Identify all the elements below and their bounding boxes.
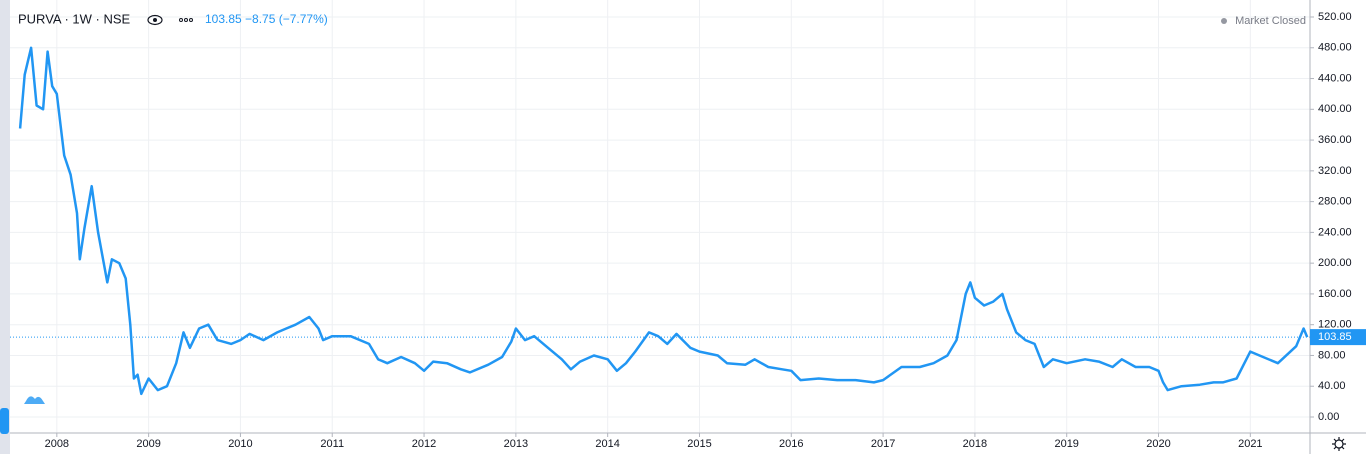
y-tick-label: 520.00 [1318,11,1352,23]
y-tick-label: 0.00 [1318,411,1339,423]
symbol[interactable]: PURVA · 1W · NSE [18,11,131,26]
y-tick-label: 400.00 [1318,103,1352,115]
x-tick-label: 2017 [871,438,895,450]
x-tick-label: 2010 [228,438,252,450]
x-tick-label: 2013 [504,438,528,450]
y-tick-label: 360.00 [1318,134,1352,146]
y-tick-label: 440.00 [1318,72,1352,84]
x-tick-label: 2020 [1146,438,1170,450]
last-price-label: 103.85 [1318,331,1352,343]
marks [10,46,1310,396]
x-tick-label: 2011 [320,438,344,450]
x-tick-label: 2008 [45,438,69,450]
side-tab[interactable] [0,408,9,434]
x-tick-label: 2021 [1238,438,1262,450]
left-strip [0,0,10,454]
y-tick-label: 200.00 [1318,257,1352,269]
y-tick-label: 480.00 [1318,42,1352,54]
x-tick-label: 2009 [136,438,160,450]
x-tick-label: 2018 [963,438,987,450]
x-tick-label: 2014 [595,438,619,450]
y-tick-label: 240.00 [1318,226,1352,238]
x-tick-label: 2012 [412,438,436,450]
y-tick-label: 320.00 [1318,165,1352,177]
settings-icon[interactable] [1332,437,1346,451]
quote: 103.85 −8.75 (−7.77%) [205,12,328,26]
market-status: Market Closed [1235,15,1306,27]
y-tick-label: 160.00 [1318,288,1352,300]
grid [10,0,1310,433]
y-tick-label: 280.00 [1318,196,1352,208]
logo [24,396,45,404]
y-tick-label: 80.00 [1318,349,1346,361]
more-icon[interactable] [179,18,193,22]
status-dot [1221,18,1227,24]
last-price-box [1310,329,1366,346]
y-tick-label: 120.00 [1318,319,1352,331]
x-tick-label: 2016 [779,438,803,450]
x-tick-label: 2019 [1054,438,1078,450]
eye-icon[interactable] [147,14,163,26]
y-tick-label: 40.00 [1318,380,1346,392]
x-tick-label: 2015 [687,438,711,450]
price-line [18,46,1309,396]
